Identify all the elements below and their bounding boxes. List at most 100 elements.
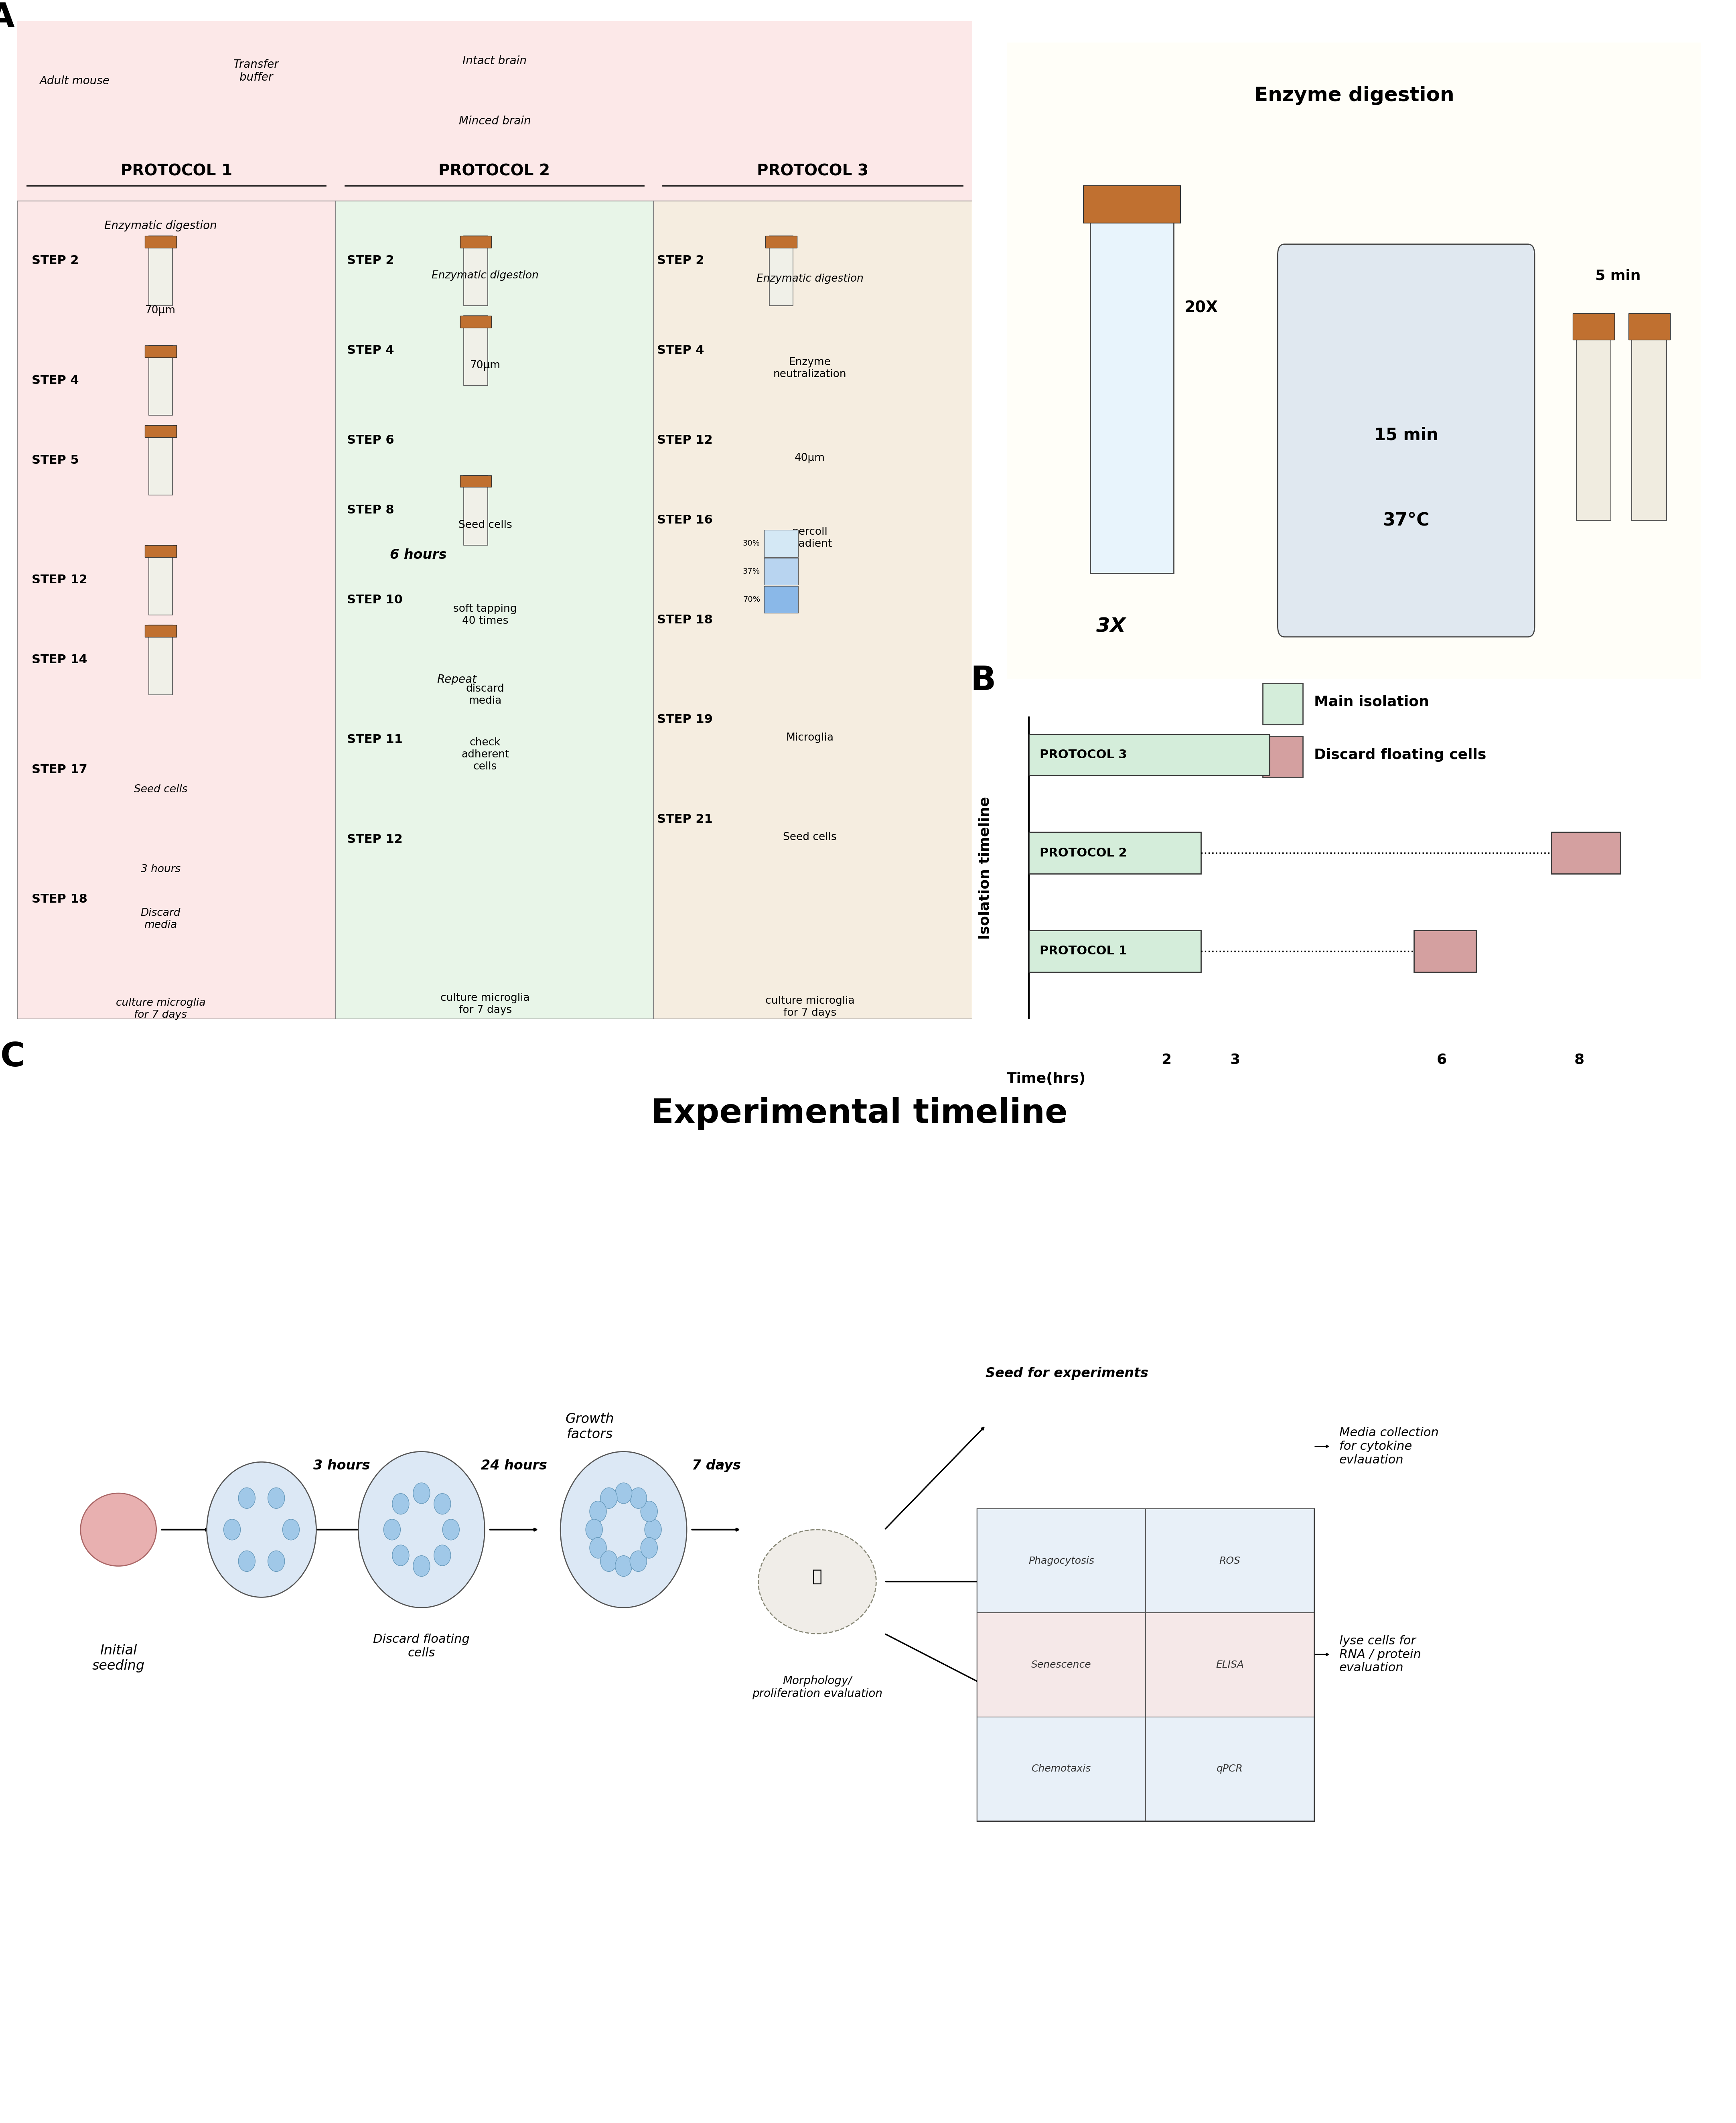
Bar — [1552, 832, 1620, 875]
Text: 70%: 70% — [743, 597, 760, 603]
Circle shape — [590, 1501, 606, 1522]
Text: Experimental timeline: Experimental timeline — [651, 1098, 1068, 1129]
Bar — [564, 1501, 615, 1520]
Text: STEP 11: STEP 11 — [347, 735, 403, 745]
Circle shape — [267, 1550, 285, 1571]
Text: STEP 5: STEP 5 — [31, 454, 78, 467]
Text: Enzyme digestion: Enzyme digestion — [1253, 85, 1455, 106]
Text: discard
media: discard media — [465, 684, 505, 707]
Bar — [464, 316, 488, 386]
Circle shape — [630, 1550, 648, 1571]
Text: STEP 18: STEP 18 — [656, 614, 713, 626]
Bar — [764, 586, 799, 614]
Text: Transfer
buffer: Transfer buffer — [233, 59, 279, 83]
Text: Seed cells: Seed cells — [783, 832, 837, 843]
Circle shape — [434, 1492, 451, 1514]
Text: Microglia: Microglia — [786, 732, 833, 743]
Text: PROTOCOL 1: PROTOCOL 1 — [120, 163, 233, 178]
Text: STEP 2: STEP 2 — [31, 255, 78, 267]
Bar — [1632, 329, 1667, 520]
Text: 3 hours: 3 hours — [141, 864, 181, 875]
Circle shape — [283, 1520, 299, 1539]
Text: PROTOCOL 3: PROTOCOL 3 — [1040, 749, 1127, 760]
Text: Seed cells: Seed cells — [134, 783, 187, 794]
Text: 2: 2 — [1161, 1053, 1172, 1066]
Bar — [1029, 832, 1201, 875]
Text: STEP 18: STEP 18 — [31, 894, 87, 904]
Text: 7 days: 7 days — [691, 1459, 741, 1473]
Bar — [17, 202, 335, 1019]
Circle shape — [443, 1520, 460, 1539]
Text: percoll
gradient: percoll gradient — [788, 527, 832, 550]
Bar — [977, 1509, 1146, 1613]
Bar — [335, 202, 653, 1019]
Text: Seed for experiments: Seed for experiments — [986, 1367, 1149, 1380]
Bar — [144, 624, 177, 637]
FancyBboxPatch shape — [1278, 244, 1535, 637]
Text: STEP 12: STEP 12 — [347, 834, 403, 845]
Text: ROS: ROS — [1219, 1556, 1241, 1565]
Bar — [1146, 1718, 1314, 1822]
Text: STEP 6: STEP 6 — [347, 435, 394, 446]
Text: STEP 2: STEP 2 — [656, 255, 705, 267]
Text: STEP 12: STEP 12 — [656, 435, 713, 446]
Bar — [1083, 187, 1180, 223]
Bar — [764, 531, 799, 556]
Text: 8: 8 — [1575, 1053, 1585, 1066]
Circle shape — [238, 1550, 255, 1571]
Text: Seed cells: Seed cells — [458, 520, 512, 531]
Text: culture microglia
for 7 days: culture microglia for 7 days — [116, 998, 205, 1021]
Circle shape — [641, 1537, 658, 1558]
Bar — [144, 546, 177, 556]
Circle shape — [601, 1550, 618, 1571]
Text: STEP 12: STEP 12 — [31, 573, 87, 586]
Text: Discard floating cells: Discard floating cells — [1314, 747, 1486, 762]
Text: Media collection
for cytokine
evlauation: Media collection for cytokine evlauation — [1338, 1427, 1439, 1465]
Circle shape — [585, 1520, 602, 1539]
Text: 6 hours: 6 hours — [391, 548, 446, 563]
Bar — [1146, 1509, 1314, 1613]
Text: culture microglia
for 7 days: culture microglia for 7 days — [766, 996, 854, 1019]
Text: Time(hrs): Time(hrs) — [1007, 1072, 1087, 1085]
Text: Enzymatic digestion: Enzymatic digestion — [104, 221, 217, 231]
Bar — [1029, 735, 1269, 775]
Text: STEP 17: STEP 17 — [31, 764, 87, 775]
Text: Senescence: Senescence — [1031, 1660, 1092, 1669]
FancyBboxPatch shape — [1000, 32, 1708, 690]
Bar — [460, 236, 491, 248]
Bar — [977, 1509, 1314, 1822]
Text: 3X: 3X — [1097, 616, 1125, 637]
Text: Main isolation: Main isolation — [1314, 694, 1429, 709]
Text: 37%: 37% — [743, 567, 760, 575]
Bar — [460, 476, 491, 486]
Circle shape — [384, 1520, 401, 1539]
Circle shape — [615, 1556, 632, 1577]
Circle shape — [644, 1520, 661, 1539]
Text: A: A — [0, 2, 14, 34]
Text: STEP 4: STEP 4 — [656, 344, 705, 357]
Text: 70μm: 70μm — [470, 361, 500, 372]
Bar — [144, 425, 177, 437]
Bar — [464, 236, 488, 306]
Text: STEP 19: STEP 19 — [656, 713, 713, 726]
Bar — [149, 346, 172, 416]
Circle shape — [392, 1546, 410, 1567]
Bar — [769, 236, 793, 306]
Text: B: B — [970, 664, 996, 696]
Ellipse shape — [80, 1492, 156, 1567]
Circle shape — [238, 1488, 255, 1509]
Text: Enzyme
neutralization: Enzyme neutralization — [773, 357, 847, 380]
Text: STEP 2: STEP 2 — [347, 255, 394, 267]
Circle shape — [267, 1488, 285, 1509]
Bar — [1146, 1613, 1314, 1718]
Text: STEP 21: STEP 21 — [656, 813, 713, 826]
Text: STEP 4: STEP 4 — [347, 344, 394, 357]
Text: ELISA: ELISA — [1215, 1660, 1243, 1669]
Circle shape — [615, 1482, 632, 1503]
Circle shape — [630, 1488, 648, 1509]
Bar — [1628, 312, 1670, 340]
Bar — [1573, 312, 1614, 340]
Text: 🔬: 🔬 — [812, 1569, 823, 1586]
Bar — [1090, 202, 1174, 573]
Bar — [149, 425, 172, 495]
